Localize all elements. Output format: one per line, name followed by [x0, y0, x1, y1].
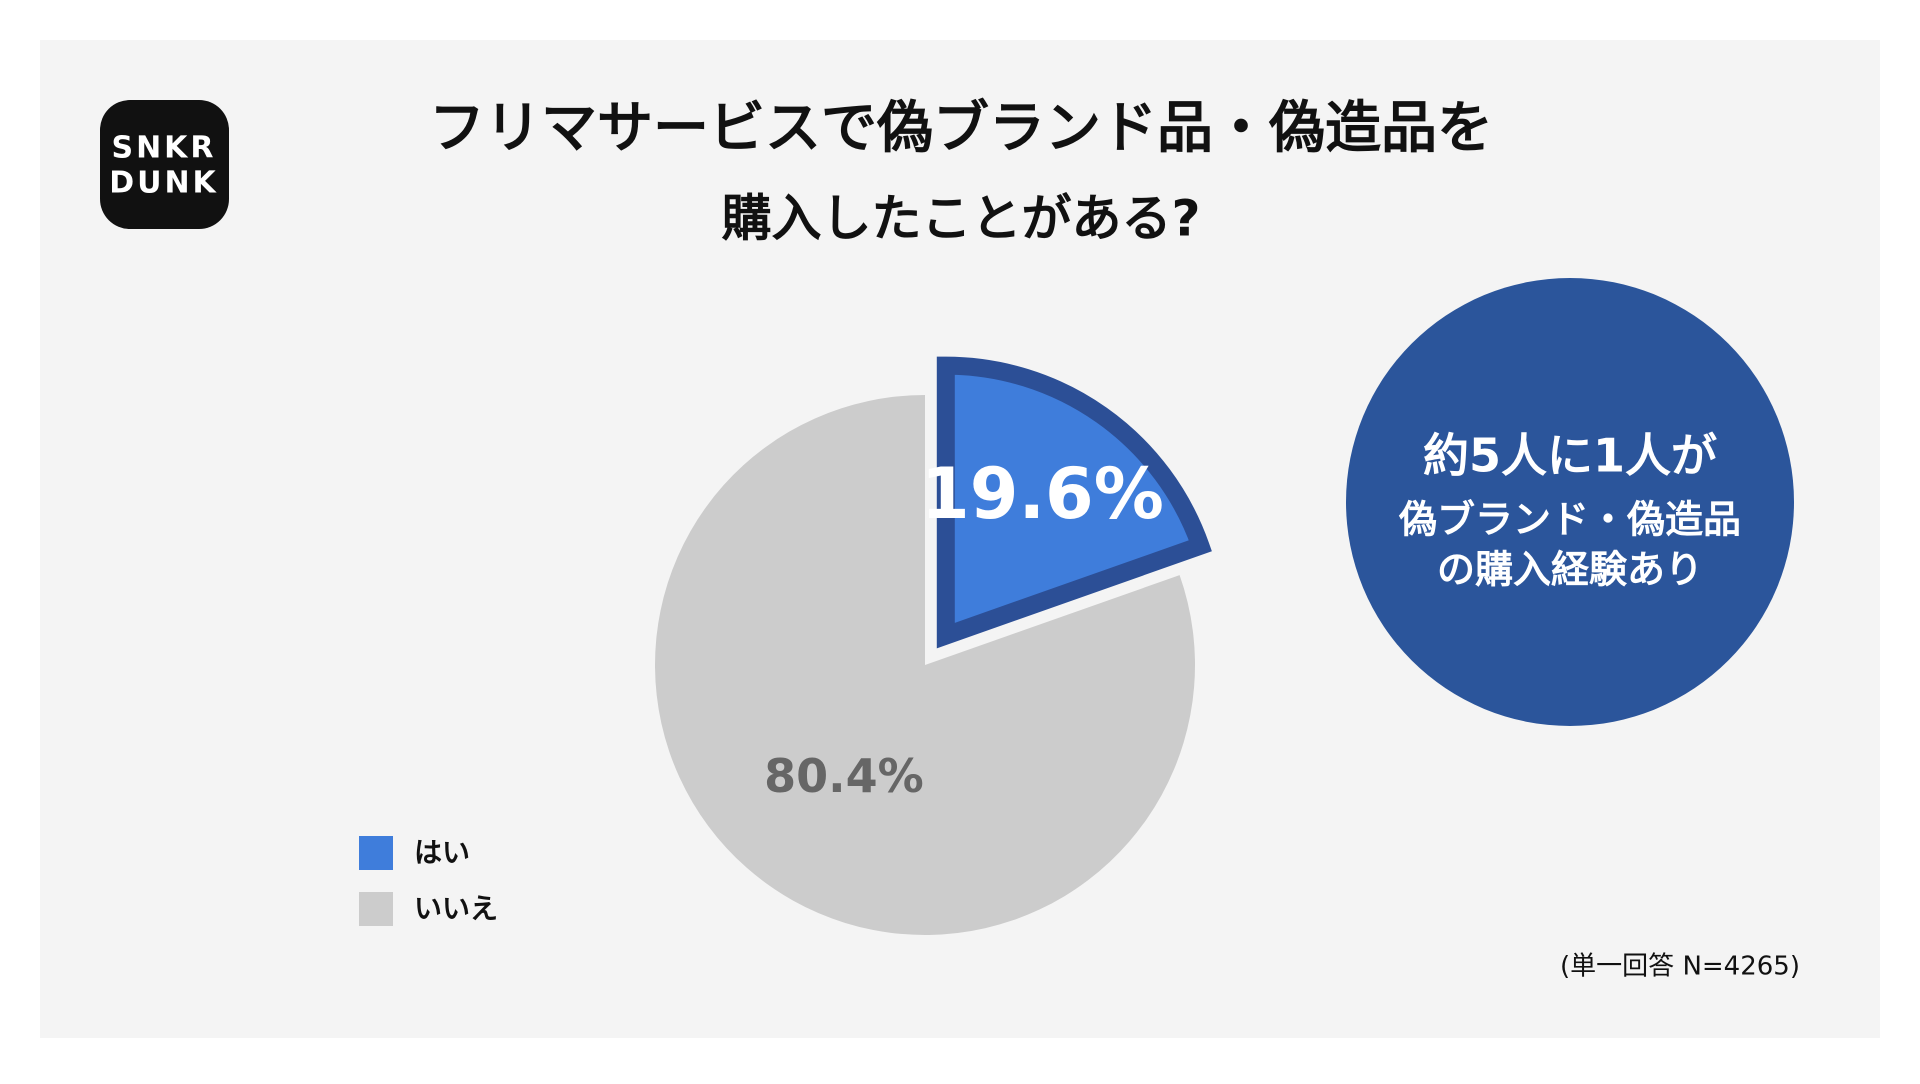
callout-text: の購入経験あり [1437, 548, 1703, 592]
legend-swatch [359, 892, 393, 926]
value-label: 80.4% [764, 749, 924, 803]
footnote: (単一回答 N=4265) [1560, 952, 1800, 982]
chart-title: フリマサービスで偽ブランド品・偽造品を [429, 96, 1493, 161]
callout-circle [1346, 278, 1794, 726]
pie-slice [936, 356, 1212, 649]
chart-title: 購入したことがある? [721, 190, 1200, 248]
callout-text: 偽ブランド・偽造品 [1398, 498, 1741, 542]
value-label: 19.6% [921, 453, 1164, 535]
logo-text: DUNK [109, 166, 219, 201]
legend-swatch [359, 836, 393, 870]
legend-label: いいえ [414, 892, 498, 925]
logo-text: SNKR [111, 131, 216, 166]
callout-text: 約5人に1人が [1423, 429, 1717, 483]
logo-box [100, 100, 229, 229]
legend-label: はい [414, 836, 470, 869]
pie-slice [655, 395, 1195, 935]
